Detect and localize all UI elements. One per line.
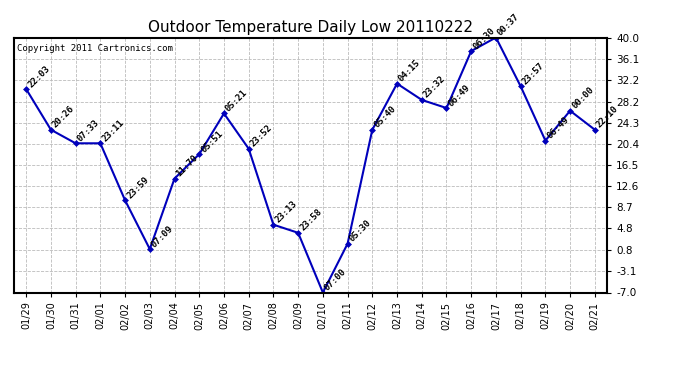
Text: 00:00: 00:00 [570, 86, 595, 111]
Text: 23:13: 23:13 [273, 200, 299, 225]
Text: 04:15: 04:15 [397, 58, 422, 84]
Text: 20:26: 20:26 [51, 104, 77, 130]
Text: 23:32: 23:32 [422, 75, 447, 100]
Text: 11:70: 11:70 [175, 153, 200, 178]
Text: 07:00: 07:00 [323, 267, 348, 292]
Text: 05:40: 05:40 [373, 104, 397, 130]
Text: 05:21: 05:21 [224, 88, 249, 114]
Text: 23:11: 23:11 [100, 118, 126, 143]
Text: 23:57: 23:57 [521, 61, 546, 86]
Text: 06:30: 06:30 [471, 26, 497, 51]
Text: 00:37: 00:37 [496, 12, 522, 38]
Text: Copyright 2011 Cartronics.com: Copyright 2011 Cartronics.com [17, 44, 172, 53]
Text: 23:58: 23:58 [298, 207, 324, 233]
Text: 23:52: 23:52 [248, 123, 274, 149]
Text: 07:09: 07:09 [150, 224, 175, 249]
Text: 07:33: 07:33 [76, 118, 101, 143]
Text: 23:59: 23:59 [125, 175, 150, 200]
Text: 22:03: 22:03 [26, 64, 52, 89]
Text: 22:10: 22:10 [595, 104, 620, 130]
Title: Outdoor Temperature Daily Low 20110222: Outdoor Temperature Daily Low 20110222 [148, 20, 473, 35]
Text: 05:30: 05:30 [348, 218, 373, 244]
Text: 06:49: 06:49 [446, 82, 472, 108]
Text: 05:51: 05:51 [199, 129, 225, 154]
Text: 06:49: 06:49 [545, 115, 571, 141]
